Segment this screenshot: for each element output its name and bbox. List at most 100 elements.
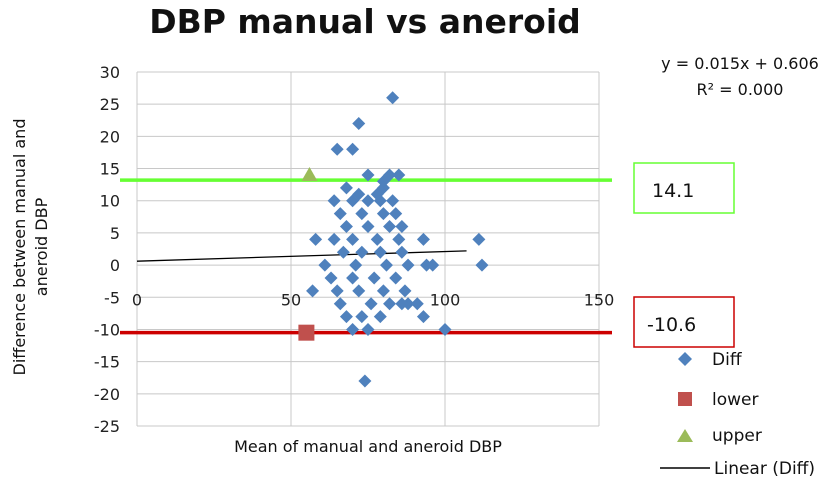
diff-point (376, 284, 390, 298)
x-tick-label: 50 (281, 290, 301, 309)
legend-linear-label: Linear (Diff) (714, 459, 815, 479)
y-tick-label: 25 (100, 95, 120, 114)
y-tick-label: -10 (94, 320, 120, 339)
diff-point (401, 258, 415, 272)
y-tick-label: 5 (110, 224, 120, 243)
legend-lower-label: lower (712, 390, 758, 410)
y-tick-label: 15 (100, 160, 120, 179)
x-axis-label: Mean of manual and aneroid DBP (234, 437, 502, 456)
legend: Diff lower upper Linear (Diff) (660, 350, 815, 479)
diff-point (339, 181, 353, 195)
regression-equation: y = 0.015x + 0.606 (661, 54, 819, 73)
diff-point (327, 194, 341, 208)
diff-point (339, 219, 353, 233)
x-tick-label: 0 (132, 290, 142, 309)
diff-point (475, 258, 489, 272)
diff-point (398, 284, 412, 298)
linear-trendline (136, 250, 467, 262)
lower-point (298, 324, 315, 341)
y-tick-label: 0 (110, 256, 120, 275)
diff-point (352, 116, 366, 130)
diff-point (416, 310, 430, 324)
diff-point (330, 284, 344, 298)
diff-point (336, 245, 350, 259)
diff-point (361, 194, 375, 208)
diff-point (395, 245, 409, 259)
gridlines (136, 71, 600, 427)
diff-point (373, 245, 387, 259)
diff-point (386, 91, 400, 105)
diff-point (339, 310, 353, 324)
diff-point (346, 322, 360, 336)
diff-point (416, 232, 430, 246)
diff-point (364, 297, 378, 311)
diff-point (410, 297, 424, 311)
y-tick-label: -15 (94, 353, 120, 372)
x-tick-label: 100 (430, 290, 461, 309)
y-axis-ticks: 30 25 20 15 10 5 0 -5 -10 -15 -20 -25 (94, 63, 120, 436)
y-tick-label: 20 (100, 127, 120, 146)
r-squared: R² = 0.000 (697, 80, 784, 99)
upper-limit-label: 14.1 (652, 180, 694, 202)
legend-lower-marker (678, 392, 692, 406)
diff-point (330, 142, 344, 156)
diff-point (395, 219, 409, 233)
diff-point (306, 284, 320, 298)
diff-point (349, 258, 363, 272)
diff-point (333, 207, 347, 221)
diff-point (355, 207, 369, 221)
lower-limit-box (633, 296, 735, 348)
y-tick-label: -25 (94, 417, 120, 436)
diff-point (472, 232, 486, 246)
diff-point (383, 297, 397, 311)
diff-point (346, 232, 360, 246)
diff-point (327, 232, 341, 246)
diff-point (346, 142, 360, 156)
x-axis-ticks: 0 50 100 150 (132, 290, 614, 309)
lower-limit-label: -10.6 (647, 314, 696, 336)
diff-point (355, 310, 369, 324)
diff-point (358, 374, 372, 388)
diff-point (370, 232, 384, 246)
data-points (298, 91, 489, 388)
chart-title: DBP manual vs aneroid (149, 2, 581, 41)
diff-point (361, 219, 375, 233)
y-tick-label: 10 (100, 192, 120, 211)
diff-point (367, 271, 381, 285)
y-tick-label: 30 (100, 63, 120, 82)
diff-point (389, 207, 403, 221)
y-axis-label-line-2: aneroid DBP (32, 197, 51, 296)
diff-point (392, 232, 406, 246)
diff-point (324, 271, 338, 285)
diff-point (392, 168, 406, 182)
y-tick-label: -5 (104, 288, 120, 307)
y-tick-label: -20 (94, 385, 120, 404)
legend-upper-label: upper (712, 426, 762, 446)
legend-diff-marker (678, 352, 692, 366)
diff-point (361, 322, 375, 336)
y-axis-label-line-1: Difference between manual and (10, 119, 29, 376)
diff-point (389, 271, 403, 285)
diff-point (395, 297, 409, 311)
upper-limit-box (633, 162, 735, 214)
legend-upper-marker (677, 429, 693, 442)
diff-point (318, 258, 332, 272)
diff-point (426, 258, 440, 272)
diff-point (346, 194, 360, 208)
diff-point (376, 207, 390, 221)
diff-point (333, 297, 347, 311)
diff-point (355, 245, 369, 259)
diff-point (379, 258, 393, 272)
diff-point (346, 271, 360, 285)
diff-point (309, 232, 323, 246)
diff-point (373, 310, 387, 324)
legend-diff-label: Diff (712, 350, 743, 370)
diff-point (383, 219, 397, 233)
diff-point (352, 284, 366, 298)
diff-point (361, 168, 375, 182)
diff-point (438, 322, 452, 336)
diff-point (373, 194, 387, 208)
upper-point (301, 166, 318, 181)
trendline (136, 250, 467, 262)
